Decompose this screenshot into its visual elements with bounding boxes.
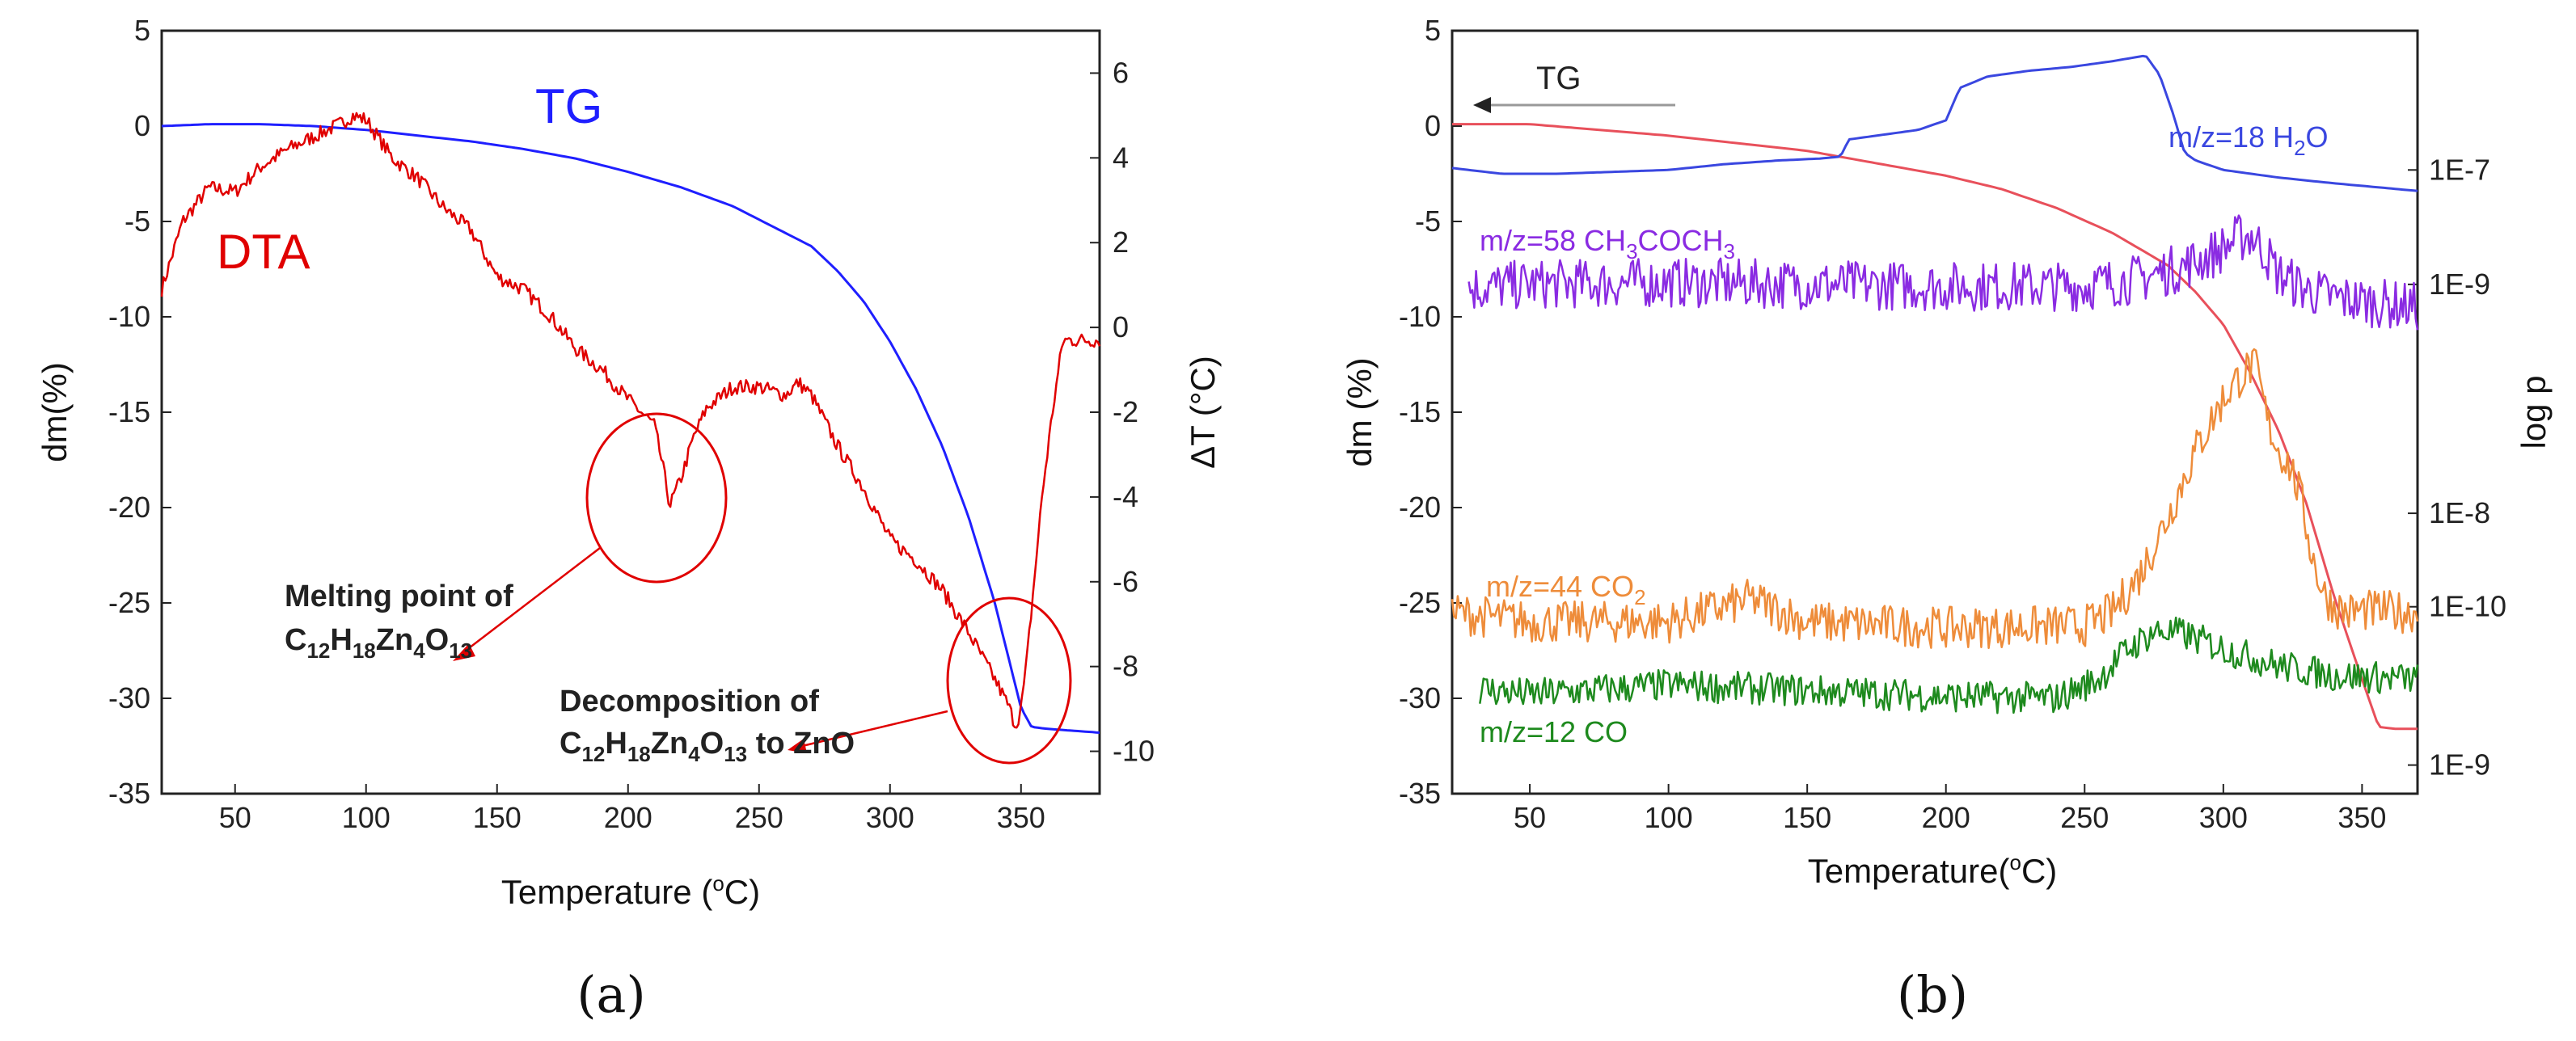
y2-tick-label: 1E-7 xyxy=(2429,153,2490,186)
x-tick-label: 100 xyxy=(1645,801,1693,834)
tg-label-a: TG xyxy=(535,79,602,133)
series-label-h2o: m/z=18 H2O xyxy=(2168,120,2329,160)
x-axis-label-b: Temperature(oC) xyxy=(1808,850,2058,890)
decomposition-annotation-line1: Decomposition of xyxy=(560,685,819,719)
y2-tick-label: 1E-9 xyxy=(2429,268,2490,301)
y-tick-label: -10 xyxy=(1399,300,1441,333)
series-label-acetone: m/z=58 CH3COCH3 xyxy=(1480,224,1735,263)
series-line-dta xyxy=(160,112,1101,729)
y2-tick-label: 4 xyxy=(1113,141,1129,174)
series-line-tg xyxy=(1452,123,2418,731)
dta-label-a: DTA xyxy=(217,225,310,279)
x-tick-label: 300 xyxy=(866,801,914,834)
x-tick-label: 350 xyxy=(997,801,1045,834)
x-tick-label: 50 xyxy=(1514,801,1546,834)
y-tick-label: -30 xyxy=(1399,681,1441,714)
y-tick-label: -15 xyxy=(1399,395,1441,428)
decomposition-arrow xyxy=(798,710,948,748)
series-line-m-z-18-h2o xyxy=(1451,54,2418,192)
x-axis-label-a: Temperature (oC) xyxy=(501,871,760,911)
x-tick-label: 200 xyxy=(1922,801,1970,834)
decomposition-arrowhead xyxy=(788,739,807,753)
decomposition-circle xyxy=(946,596,1072,765)
y-tick-label: -20 xyxy=(1399,491,1441,524)
x-tick-label: 250 xyxy=(2060,801,2109,834)
x-tick-label: 150 xyxy=(473,801,522,834)
series-line-m-z-58-ch3coch3 xyxy=(1467,214,2419,331)
y-tick-label: -35 xyxy=(1399,777,1441,810)
y2-tick-label: -2 xyxy=(1113,395,1138,428)
y-tick-label: -30 xyxy=(108,681,150,714)
y2-tick-label: 1E-10 xyxy=(2429,590,2506,623)
series-label-co2: m/z=44 CO2 xyxy=(1486,570,1646,609)
x-tick-label: 200 xyxy=(604,801,652,834)
y-tick-label: -5 xyxy=(125,204,150,238)
melting-annotation-line2: C12H18Zn4O13 xyxy=(285,623,472,663)
ticks-b: 50 100 150 200 250 300 35050-5-10-15-20-25-30-… xyxy=(1399,14,2506,834)
melting-arrow xyxy=(462,547,601,654)
melting-arrowhead xyxy=(453,643,475,661)
y2-tick-label: 0 xyxy=(1113,310,1129,343)
x-tick-label: 350 xyxy=(2337,801,2386,834)
x-tick-label: 50 xyxy=(219,801,251,834)
tg-arrowhead-b xyxy=(1473,97,1491,113)
series-line-m-z-12-co xyxy=(1479,616,2419,714)
panel-label-b: (b) xyxy=(1897,965,1968,1024)
series-a xyxy=(160,112,1101,734)
y-tick-label: -5 xyxy=(1415,204,1441,238)
y2-tick-label: 2 xyxy=(1113,225,1129,259)
x-tick-label: 150 xyxy=(1783,801,1831,834)
series-line-tg xyxy=(161,123,1100,734)
y2-tick-label: -8 xyxy=(1113,650,1138,683)
x-tick-label: 250 xyxy=(735,801,783,834)
decomposition-annotation-line2: C12H18Zn4O13 to ZnO xyxy=(560,727,855,766)
y-tick-label: -20 xyxy=(108,491,150,524)
melting-circle xyxy=(585,412,728,584)
y-tick-label: -25 xyxy=(1399,586,1441,619)
series-line-m-z-44-co2 xyxy=(1451,348,2419,650)
y2-tick-label: 6 xyxy=(1113,56,1129,89)
y2-tick-label: 1E-8 xyxy=(2429,496,2490,529)
melting-annotation-line1: Melting point of xyxy=(285,580,513,613)
y2-tick-label: -6 xyxy=(1113,565,1138,598)
y2-axis-label-a: ΔT (°C) xyxy=(1184,356,1222,469)
y2-tick-label: 1E-9 xyxy=(2429,748,2490,782)
y-tick-label: -15 xyxy=(108,395,150,428)
series-label-co: m/z=12 CO xyxy=(1480,715,1628,748)
y-tick-label: -35 xyxy=(108,777,150,810)
tg-label-b: TG xyxy=(1536,61,1581,96)
y-tick-label: 5 xyxy=(1425,14,1441,47)
y-axis-label-a: dm(%) xyxy=(36,362,74,462)
x-tick-label: 300 xyxy=(2199,801,2248,834)
y2-tick-label: -10 xyxy=(1113,735,1155,768)
series-b xyxy=(1451,54,2419,731)
y-tick-label: 0 xyxy=(134,109,150,142)
ticks-a: 50 100 150 200 250 300 35050-5-10-15-20-25-30-… xyxy=(108,14,1155,834)
y-tick-label: 0 xyxy=(1425,109,1441,142)
chart-panel-b: 50 100 150 200 250 300 35050-5-10-15-20-25-30-… xyxy=(1341,14,2553,1024)
y-tick-label: 5 xyxy=(134,14,150,47)
y2-tick-label: -4 xyxy=(1113,480,1138,513)
panel-label-a: (a) xyxy=(576,965,645,1024)
chart-panel-a: 50 100 150 200 250 300 35050-5-10-15-20-25-30-… xyxy=(36,14,1222,1024)
y2-axis-label-b: log p xyxy=(2515,375,2553,449)
y-tick-label: -25 xyxy=(108,586,150,619)
y-axis-label-b: dm (%) xyxy=(1341,357,1379,466)
x-tick-label: 100 xyxy=(342,801,391,834)
y-tick-label: -10 xyxy=(108,300,150,333)
